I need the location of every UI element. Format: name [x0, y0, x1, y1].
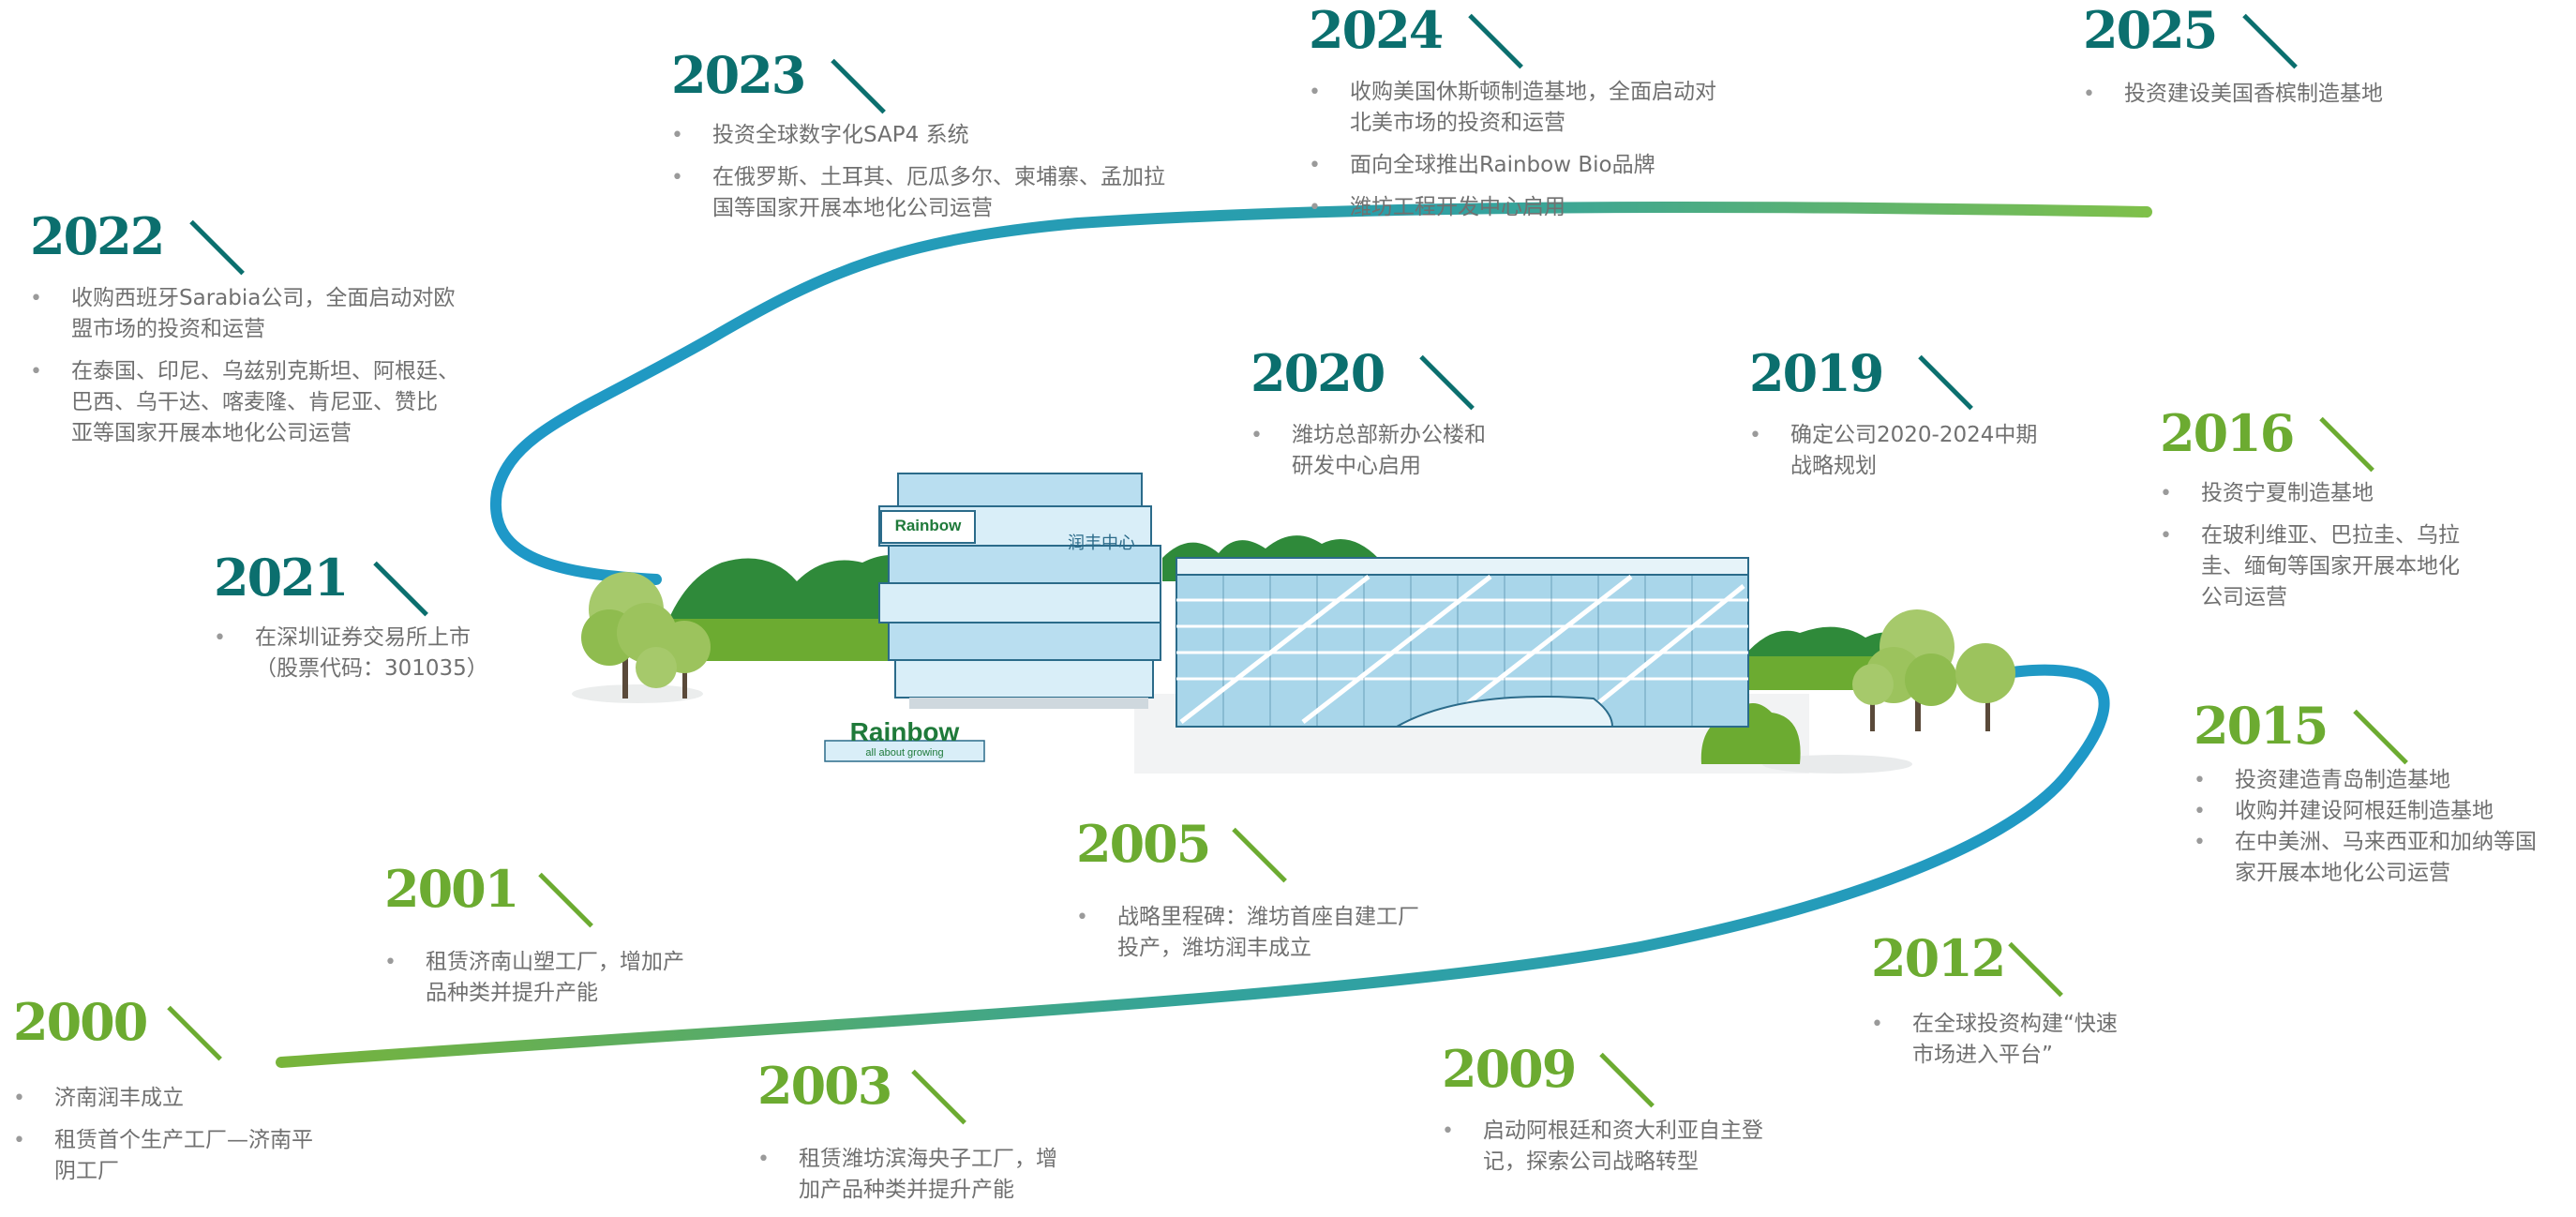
year-label: 2001 — [384, 859, 519, 919]
year-label: 2021 — [214, 548, 349, 608]
milestone-2021: 2021 在深圳证券交易所上市（股票代码：301035） — [214, 548, 488, 681]
milestone-items: 收购西班牙Sarabia公司，全面启动对欧盟市场的投资和运营在泰国、印尼、乌兹别… — [30, 283, 517, 460]
office-building — [1176, 557, 1749, 728]
year-label: 2003 — [757, 1056, 892, 1116]
milestone-items: 投资建设美国香槟制造基地 — [2083, 79, 2477, 121]
milestone-item: 投资建造青岛制造基地 — [2194, 765, 2569, 796]
year-label: 2009 — [1442, 1039, 1577, 1099]
milestone-items: 在深圳证券交易所上市（股票代码：301035） — [214, 623, 607, 696]
milestone-2025: 2025 投资建设美国香槟制造基地 — [2083, 0, 2383, 110]
milestone-item: 济南润丰成立 — [13, 1083, 388, 1114]
milestone-item: 潍坊工程开发中心启用 — [1309, 192, 1796, 223]
building-sign: 润丰中心 — [1068, 533, 1135, 552]
milestone-items: 投资建造青岛制造基地收购并建设阿根廷制造基地在中美洲、马来西亚和加纳等国家开展本… — [2194, 765, 2569, 889]
trees-right — [1852, 609, 2015, 731]
tower-logo: Rainbow — [895, 517, 963, 534]
year-label: 2016 — [2160, 403, 2295, 463]
milestone-item: 在深圳证券交易所上市（股票代码：301035） — [214, 623, 607, 684]
milestone-2022: 2022 收购西班牙Sarabia公司，全面启动对欧盟市场的投资和运营在泰国、印… — [30, 206, 459, 445]
milestone-item: 面向全球推出Rainbow Bio品牌 — [1309, 150, 1796, 181]
milestone-item: 在泰国、印尼、乌兹别克斯坦、阿根廷、巴西、乌干达、喀麦隆、肯尼亚、赞比亚等国家开… — [30, 356, 517, 449]
year-label: 2023 — [671, 45, 806, 105]
milestone-items: 投资全球数字化SAP4 系统在俄罗斯、土耳其、厄瓜多尔、柬埔寨、孟加拉国等国家开… — [671, 120, 1234, 235]
year-label: 2019 — [1749, 343, 1884, 403]
milestone-item: 收购并建设阿根廷制造基地 — [2194, 796, 2569, 827]
milestone-item: 投资宁夏制造基地 — [2160, 478, 2554, 509]
svg-text:all about growing: all about growing — [865, 747, 943, 759]
year-label: 2020 — [1251, 343, 1385, 403]
year-label: 2024 — [1309, 0, 1444, 60]
tower-building — [878, 473, 1161, 709]
year-label: 2012 — [1871, 928, 2006, 988]
milestone-2024: 2024 收购美国休斯顿制造基地，全面启动对北美市场的投资和运营面向全球推出Ra… — [1309, 0, 1716, 223]
year-label: 2025 — [2083, 0, 2218, 60]
svg-text:Rainbow: Rainbow — [850, 717, 960, 746]
milestone-item: 投资建设美国香槟制造基地 — [2083, 79, 2477, 110]
year-label: 2015 — [2194, 696, 2329, 756]
timeline-path-lower — [276, 664, 2110, 1068]
milestone-items: 收购美国休斯顿制造基地，全面启动对北美市场的投资和运营面向全球推出Rainbow… — [1309, 77, 1796, 234]
milestone-2023: 2023 投资全球数字化SAP4 系统在俄罗斯、土耳其、厄瓜多尔、柬埔寨、孟加拉… — [671, 45, 1165, 220]
milestone-2015: 2015 投资建造青岛制造基地收购并建设阿根廷制造基地在中美洲、马来西亚和加纳等… — [2194, 696, 2537, 885]
milestone-item: 投资全球数字化SAP4 系统 — [671, 120, 1234, 151]
year-label: 2022 — [30, 206, 165, 266]
rainbow-ground-sign: Rainbow all about growing — [824, 717, 985, 762]
year-label: 2005 — [1076, 814, 1211, 874]
milestone-2016: 2016 投资宁夏制造基地在玻利维亚、巴拉圭、乌拉圭、缅甸等国家开展本地化公司运… — [2160, 403, 2460, 609]
year-label: 2000 — [13, 992, 148, 1052]
